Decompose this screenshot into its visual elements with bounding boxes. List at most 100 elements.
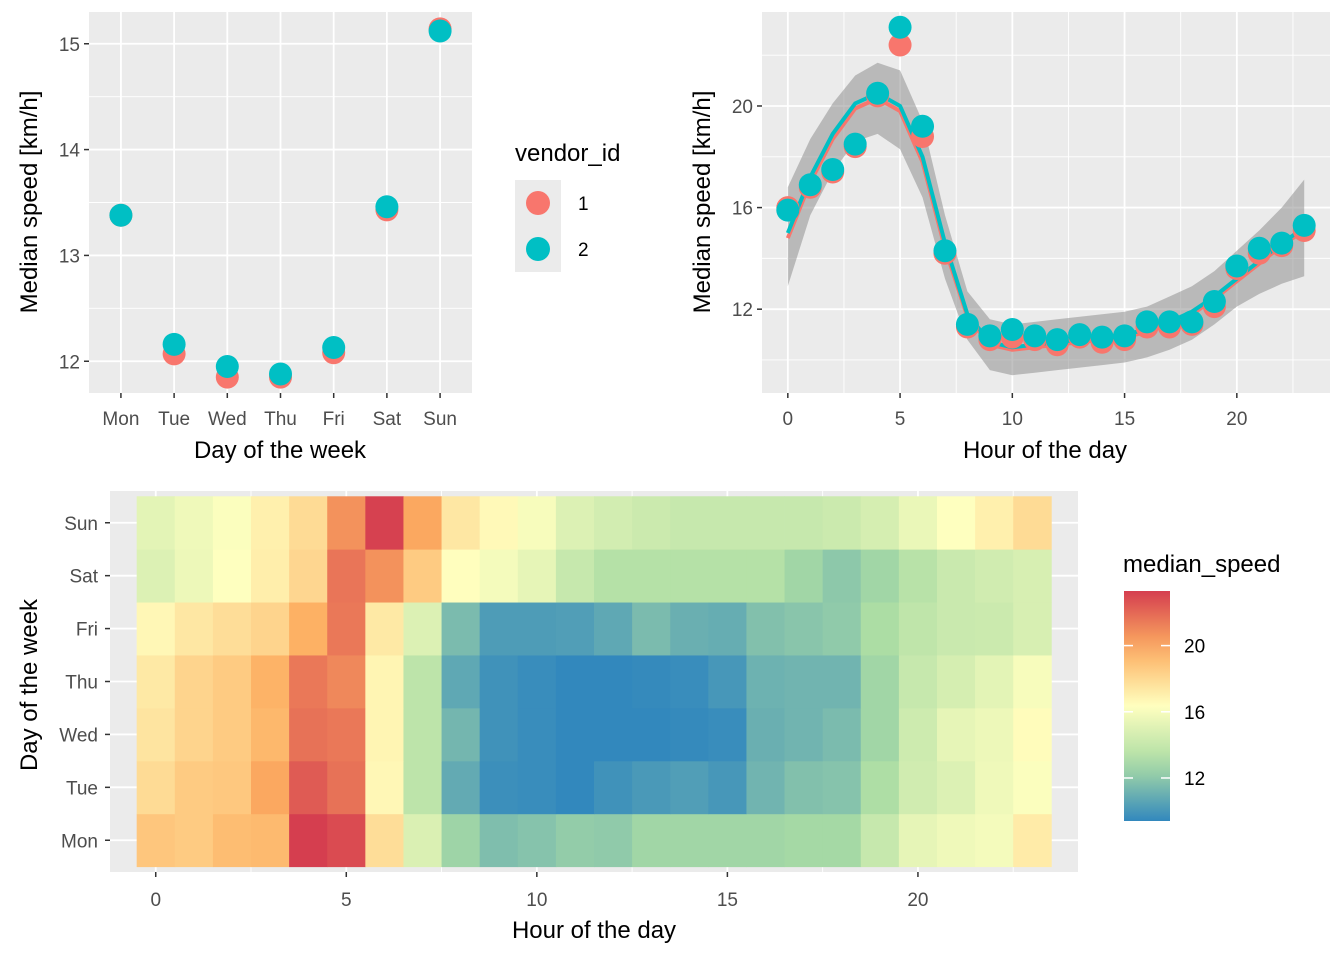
p3-y-tick-label: Sun bbox=[64, 514, 98, 535]
p3-heatmap-cell bbox=[670, 760, 709, 815]
p1-point-vendor-2 bbox=[269, 362, 292, 386]
p2-x-ticks: 0 5 10 15 20 bbox=[783, 393, 1247, 430]
vendor-legend-key-1 bbox=[526, 191, 550, 215]
p3-heatmap-cell bbox=[975, 549, 1014, 603]
vendor-legend-key-2 bbox=[526, 237, 550, 261]
p2-point-vendor-2 bbox=[1180, 310, 1204, 334]
p3-heatmap-cell bbox=[975, 760, 1014, 815]
p3-heatmap-cell bbox=[441, 655, 481, 709]
median-speed-legend-tick-label: 12 bbox=[1184, 769, 1205, 790]
p3-heatmap-cell bbox=[136, 707, 176, 762]
p3-heatmap-cell bbox=[517, 549, 557, 603]
p2-y-tick-label: 12 bbox=[732, 300, 753, 321]
p3-heatmap-cell bbox=[936, 602, 976, 656]
p3-heatmap-cell bbox=[251, 813, 290, 868]
chart-hour-of-day: 12 16 20 0 5 10 15 20 Hour of the day Median s… bbox=[689, 12, 1330, 464]
p2-x-axis-title: Hour of the day bbox=[963, 437, 1127, 464]
p1-point-vendor-2 bbox=[375, 195, 399, 219]
p3-heatmap-cell bbox=[327, 760, 366, 815]
p3-heatmap-cell bbox=[975, 813, 1014, 868]
p3-heatmap-cell bbox=[441, 549, 481, 603]
p3-heatmap-cell bbox=[212, 602, 252, 656]
p3-heatmap-cell bbox=[1013, 655, 1052, 709]
p3-heatmap-cell bbox=[975, 707, 1014, 762]
chart-heatmap: Mon Tue Wed Thu Fri Sat Sun 0 5 10 15 20 Hour of t… bbox=[16, 491, 1078, 944]
p3-heatmap-cell bbox=[784, 549, 824, 603]
p3-heatmap-cell bbox=[212, 655, 252, 709]
median-speed-legend-tick-label: 16 bbox=[1184, 703, 1205, 724]
p3-heatmap-cell bbox=[594, 813, 633, 868]
p3-heatmap-cell bbox=[479, 760, 519, 815]
p1-y-tick-label: 15 bbox=[59, 35, 80, 56]
p3-heatmap-cell bbox=[746, 602, 785, 656]
p2-point-vendor-2 bbox=[1113, 324, 1137, 348]
p2-point-vendor-2 bbox=[866, 81, 890, 105]
p3-heatmap-cell bbox=[822, 602, 862, 656]
p3-heatmap-cell bbox=[898, 496, 938, 550]
p3-heatmap-cell bbox=[822, 813, 862, 868]
p1-grid bbox=[89, 12, 472, 393]
p2-x-tick-label: 10 bbox=[1002, 409, 1023, 430]
p3-heatmap-cell bbox=[555, 707, 595, 762]
p2-point-vendor-2 bbox=[1090, 325, 1114, 349]
p3-heatmap-cell bbox=[174, 813, 214, 868]
p3-heatmap-cell bbox=[1013, 549, 1052, 603]
vendor-legend-title: vendor_id bbox=[515, 140, 620, 167]
p2-points bbox=[776, 15, 1316, 357]
median-speed-legend: median_speed 12 16 20 bbox=[1123, 551, 1280, 821]
p3-heatmap-cell bbox=[708, 549, 747, 603]
p3-heatmap-cell bbox=[555, 549, 595, 603]
p2-point-vendor-2 bbox=[911, 114, 935, 138]
p3-heatmap-cell bbox=[174, 707, 214, 762]
p3-heatmap-cell bbox=[670, 655, 709, 709]
p3-heatmap-cell bbox=[746, 813, 785, 868]
p3-heatmap-cell bbox=[898, 602, 938, 656]
p3-heatmap-cell bbox=[365, 549, 404, 603]
p3-heatmap-cell bbox=[784, 655, 824, 709]
p1-point-vendor-2 bbox=[162, 332, 186, 356]
p3-heatmap-cell bbox=[289, 760, 328, 815]
p3-heatmap-cell bbox=[670, 549, 709, 603]
p2-x-tick-label: 5 bbox=[895, 409, 906, 430]
p3-heatmap-cell bbox=[365, 655, 404, 709]
p3-heatmap-cell bbox=[251, 602, 290, 656]
p2-x-tick-label: 0 bbox=[783, 409, 794, 430]
p3-heatmap-cell bbox=[784, 707, 824, 762]
p2-point-vendor-2 bbox=[933, 239, 957, 263]
p3-heatmap-cell bbox=[517, 602, 557, 656]
p3-heatmap-cell bbox=[289, 707, 328, 762]
p3-y-tick-label: Mon bbox=[61, 831, 98, 852]
p3-heatmap-cell bbox=[441, 813, 481, 868]
p3-heatmap-cell bbox=[632, 496, 671, 550]
p1-y-ticks: 12 13 14 15 bbox=[59, 35, 89, 373]
p3-heatmap-cell bbox=[632, 707, 671, 762]
p2-point-vendor-2 bbox=[843, 132, 867, 156]
p2-x-tick-label: 15 bbox=[1114, 409, 1135, 430]
p3-heatmap-cell bbox=[670, 602, 709, 656]
p3-heatmap-cell bbox=[365, 760, 404, 815]
p2-point-vendor-2 bbox=[798, 173, 822, 197]
p3-heatmap-cell bbox=[936, 707, 976, 762]
p1-x-tick-label: Sat bbox=[373, 409, 402, 430]
p3-heatmap-cell bbox=[327, 549, 366, 603]
p3-heatmap-cell bbox=[555, 760, 595, 815]
p3-heatmap-cell bbox=[289, 655, 328, 709]
p3-heatmap-cell bbox=[670, 813, 709, 868]
p3-heatmap-cell bbox=[365, 602, 404, 656]
p3-heatmap-cell bbox=[860, 496, 900, 550]
p3-heatmap-cell bbox=[822, 496, 862, 550]
median-speed-legend-title: median_speed bbox=[1123, 551, 1280, 578]
p3-heatmap-cell bbox=[403, 760, 442, 815]
p1-x-axis-title: Day of the week bbox=[194, 437, 367, 464]
p1-x-tick-label: Tue bbox=[158, 409, 190, 430]
p3-heatmap-cell bbox=[1013, 496, 1052, 550]
p3-heatmap-cell bbox=[784, 760, 824, 815]
p2-point-vendor-2 bbox=[1068, 323, 1092, 347]
p3-heatmap-cell bbox=[594, 655, 633, 709]
p3-heatmap-cell bbox=[746, 549, 785, 603]
p3-heatmap-cell bbox=[898, 655, 938, 709]
p3-heatmap-cell bbox=[708, 655, 747, 709]
median-speed-colorbar bbox=[1124, 591, 1170, 821]
p3-heatmap-cell bbox=[174, 602, 214, 656]
p3-heatmap-cell bbox=[212, 760, 252, 815]
